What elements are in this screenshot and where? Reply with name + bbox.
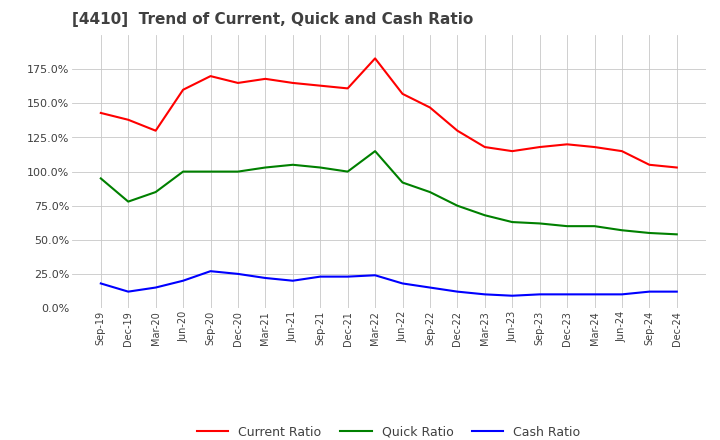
Cash Ratio (289, 278, 297, 283)
Cash Ratio (316, 274, 325, 279)
Current Ratio (289, 80, 297, 85)
Quick Ratio (453, 203, 462, 209)
Cash Ratio (480, 292, 489, 297)
Quick Ratio (289, 162, 297, 167)
Quick Ratio (672, 232, 681, 237)
Line: Quick Ratio: Quick Ratio (101, 151, 677, 235)
Cash Ratio (398, 281, 407, 286)
Cash Ratio (371, 273, 379, 278)
Current Ratio (645, 162, 654, 167)
Cash Ratio (508, 293, 516, 298)
Cash Ratio (124, 289, 132, 294)
Cash Ratio (179, 278, 187, 283)
Current Ratio (124, 117, 132, 122)
Quick Ratio (645, 230, 654, 235)
Current Ratio (233, 80, 242, 85)
Current Ratio (206, 73, 215, 79)
Cash Ratio (426, 285, 434, 290)
Quick Ratio (536, 221, 544, 226)
Current Ratio (536, 144, 544, 150)
Quick Ratio (480, 213, 489, 218)
Line: Current Ratio: Current Ratio (101, 59, 677, 168)
Current Ratio (343, 86, 352, 91)
Quick Ratio (124, 199, 132, 204)
Quick Ratio (508, 220, 516, 225)
Current Ratio (96, 110, 105, 116)
Current Ratio (453, 128, 462, 133)
Quick Ratio (426, 189, 434, 194)
Current Ratio (618, 149, 626, 154)
Cash Ratio (261, 275, 270, 281)
Quick Ratio (398, 180, 407, 185)
Current Ratio (426, 105, 434, 110)
Cash Ratio (672, 289, 681, 294)
Quick Ratio (563, 224, 572, 229)
Cash Ratio (206, 268, 215, 274)
Current Ratio (563, 142, 572, 147)
Current Ratio (398, 91, 407, 96)
Current Ratio (590, 144, 599, 150)
Quick Ratio (316, 165, 325, 170)
Current Ratio (261, 76, 270, 81)
Quick Ratio (206, 169, 215, 174)
Current Ratio (508, 149, 516, 154)
Cash Ratio (233, 271, 242, 276)
Quick Ratio (233, 169, 242, 174)
Quick Ratio (151, 189, 160, 194)
Cash Ratio (96, 281, 105, 286)
Quick Ratio (590, 224, 599, 229)
Text: [4410]  Trend of Current, Quick and Cash Ratio: [4410] Trend of Current, Quick and Cash … (72, 12, 473, 27)
Cash Ratio (590, 292, 599, 297)
Line: Cash Ratio: Cash Ratio (101, 271, 677, 296)
Current Ratio (480, 144, 489, 150)
Quick Ratio (96, 176, 105, 181)
Current Ratio (179, 87, 187, 92)
Cash Ratio (151, 285, 160, 290)
Current Ratio (672, 165, 681, 170)
Quick Ratio (618, 227, 626, 233)
Cash Ratio (536, 292, 544, 297)
Cash Ratio (343, 274, 352, 279)
Cash Ratio (618, 292, 626, 297)
Cash Ratio (453, 289, 462, 294)
Legend: Current Ratio, Quick Ratio, Cash Ratio: Current Ratio, Quick Ratio, Cash Ratio (192, 421, 585, 440)
Quick Ratio (261, 165, 270, 170)
Quick Ratio (343, 169, 352, 174)
Cash Ratio (645, 289, 654, 294)
Current Ratio (371, 56, 379, 61)
Quick Ratio (179, 169, 187, 174)
Current Ratio (151, 128, 160, 133)
Quick Ratio (371, 149, 379, 154)
Current Ratio (316, 83, 325, 88)
Cash Ratio (563, 292, 572, 297)
